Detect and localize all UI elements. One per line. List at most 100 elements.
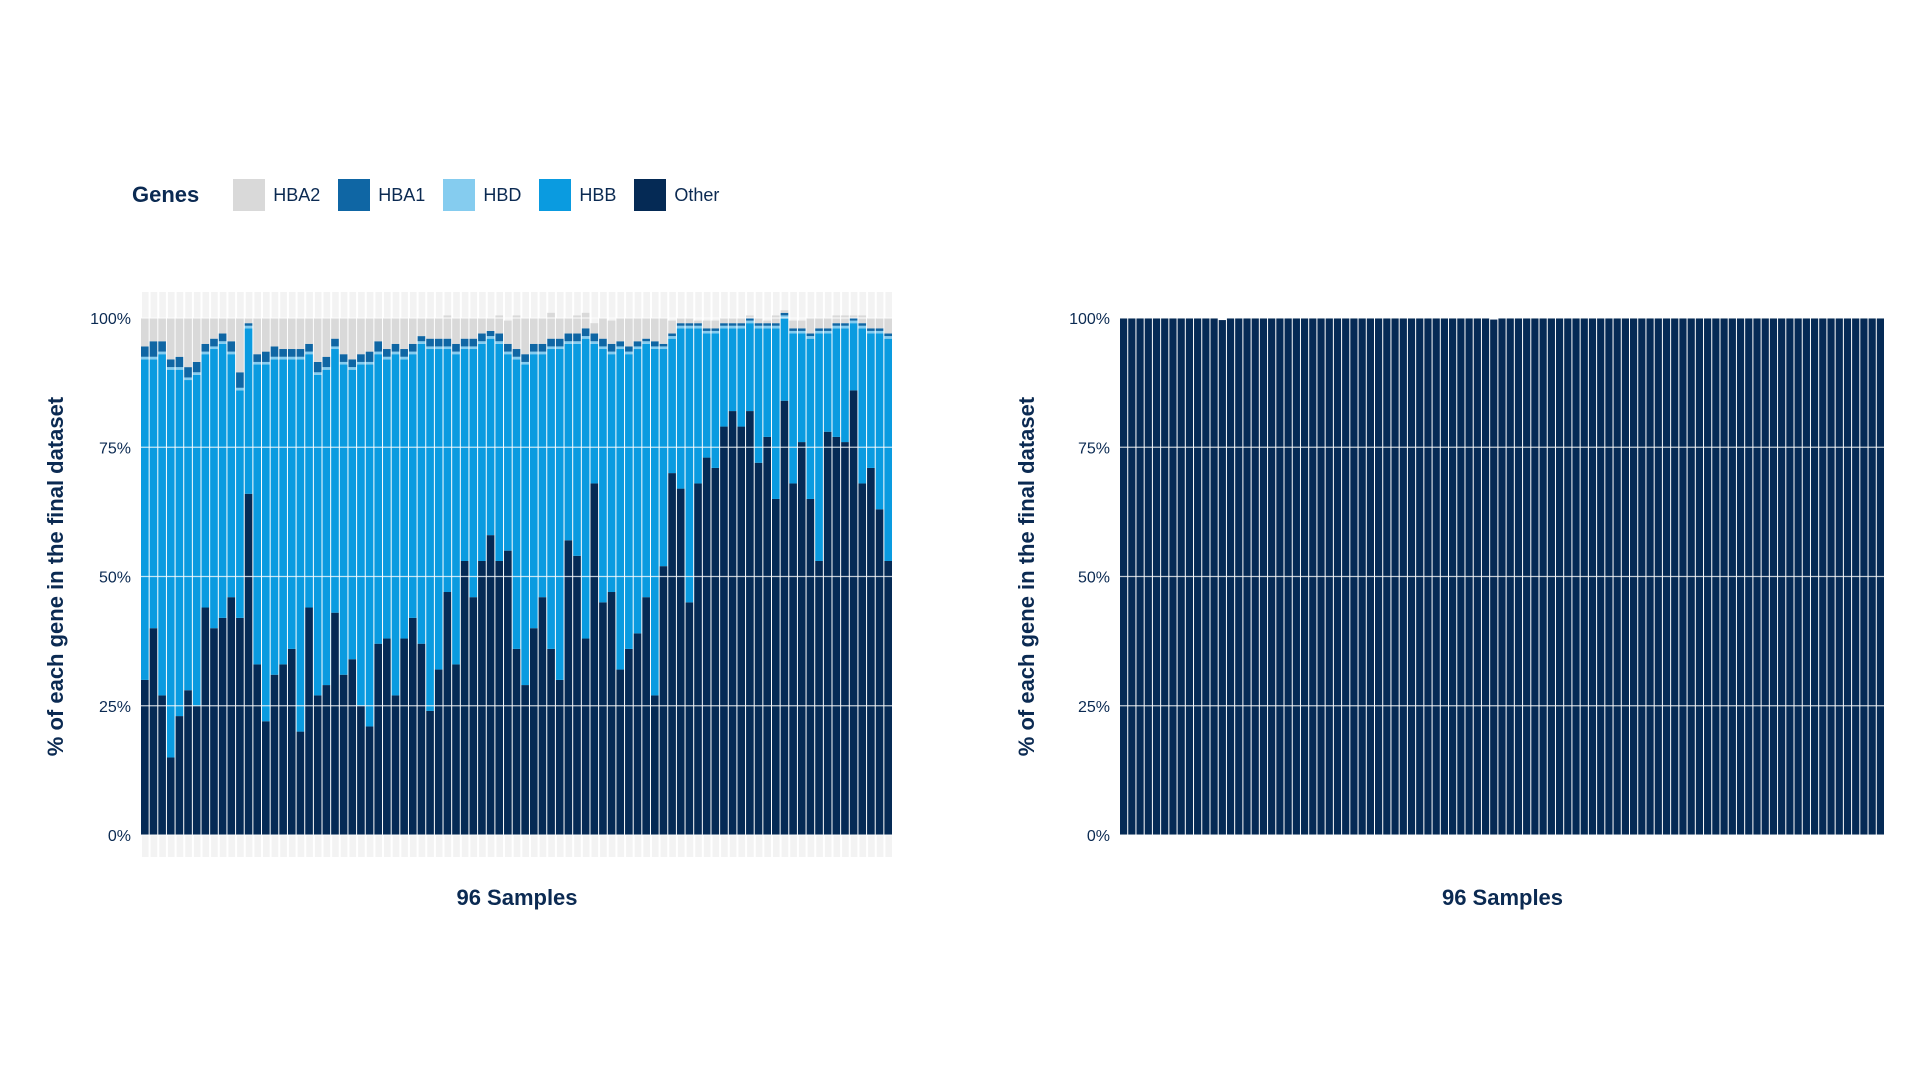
bar-segment-hbd (728, 325, 737, 329)
bar-segment-hba2 (633, 318, 642, 342)
bar-segment-hbb (149, 359, 158, 629)
bar-segment-hba2 (504, 320, 512, 344)
bar-segment-hba1 (538, 343, 547, 352)
bar-segment-hba1 (296, 349, 305, 357)
bar-segment-hba2 (184, 318, 192, 368)
bar-segment-other (305, 607, 313, 835)
bar-segment-hba2 (141, 318, 149, 347)
bar-segment-other (357, 705, 365, 835)
legend-label: Other (674, 184, 720, 205)
bar-segment-hbd (166, 367, 175, 370)
bar-segment-hbb (599, 349, 607, 603)
bar-segment-hba2 (867, 318, 875, 329)
bar-segment-hba1 (512, 349, 521, 357)
bar-segment-hbd (867, 330, 875, 334)
legend-swatch (539, 179, 572, 211)
bar-segment-other (313, 695, 322, 835)
bar-segment-hba1 (426, 338, 434, 347)
bar-segment-hba2 (841, 315, 849, 324)
bar-segment-hba1 (573, 333, 581, 342)
bar-segment-hbd (573, 341, 581, 344)
bar-segment-hba1 (452, 343, 460, 352)
bar-segment-hba2 (599, 318, 607, 339)
bar-segment-other (642, 597, 650, 835)
bar-segment-hbd (685, 325, 694, 329)
y-tick-label: 100% (1069, 311, 1110, 328)
y-tick-label: 0% (108, 828, 131, 845)
bar-segment-hbb (296, 359, 305, 732)
bar-segment-other (417, 643, 426, 835)
bar-segment-other (452, 664, 460, 835)
bar-segment-hbd (158, 351, 166, 355)
bar-segment-hba2 (616, 318, 625, 342)
bar-segment-other (685, 602, 694, 835)
bar-segment-hba1 (625, 346, 633, 352)
bar-segment-hba1 (702, 328, 711, 331)
bar-segment-other (538, 597, 547, 835)
bar-segment-hba2 (434, 318, 443, 339)
bar-segment-other (391, 695, 400, 835)
bar-segment-hbd (149, 356, 158, 360)
bar-segment-other (599, 602, 607, 835)
bar-segment-hbb (581, 338, 590, 639)
bar-segment-hbd (236, 387, 244, 391)
bar-segment-hbd (642, 341, 650, 344)
bar-segment-hba1 (400, 349, 408, 357)
legend-label: HBD (483, 184, 522, 205)
bar-segment-hbb (443, 349, 452, 593)
bar-segment-hba1 (305, 343, 313, 352)
bar-segment-hbd (374, 351, 383, 355)
bar-segment-hbd (434, 346, 443, 350)
bar-segment-hba1 (616, 341, 625, 347)
bar-segment-other (443, 592, 452, 835)
bar-segment-hbd (305, 351, 313, 355)
bar-segment-hba1 (270, 346, 279, 357)
bar-segment-hbd (564, 341, 573, 344)
bar-segment-hba2 (642, 318, 650, 339)
bar-segment-hbd (702, 330, 711, 334)
legend-label: HBA1 (378, 184, 426, 205)
bar-segment-hbd (192, 372, 201, 375)
bar-segment-hba1 (141, 346, 149, 357)
bar-segment-hba2 (858, 315, 867, 324)
bar-segment-hbb (201, 354, 210, 608)
bar-segment-hba1 (875, 328, 884, 331)
bar-segment-hbb (512, 359, 521, 649)
bar-segment-hbb (486, 338, 495, 536)
bar-segment-hba1 (408, 343, 417, 352)
bar-segment-hba1 (555, 338, 564, 347)
bar-segment-hbd (270, 356, 279, 360)
bar-segment-hba2 (417, 318, 426, 337)
bar-segment-hbb (452, 354, 460, 665)
bar-segment-hbb (564, 343, 573, 541)
bar-segment-other (460, 560, 469, 835)
bar-segment-hbd (175, 367, 184, 370)
bar-segment-hbd (253, 361, 262, 365)
bar-segment-hbb (184, 380, 192, 691)
bar-segment-hbb (383, 359, 391, 639)
legend-swatch (233, 179, 266, 211)
bar-segment-other (633, 633, 642, 835)
bar-segment-hbb (236, 390, 244, 618)
bar-segment-hbd (357, 361, 365, 365)
bar-segment-hbb (253, 364, 262, 665)
bar-segment-hbd (616, 346, 625, 350)
bar-segment-hbd (486, 336, 495, 339)
bar-segment-hba1 (210, 338, 218, 347)
bar-segment-hbb (668, 338, 676, 474)
bar-segment-hba1 (668, 333, 676, 337)
bar-segment-hba2 (529, 318, 538, 344)
bar-segment-hba1 (331, 338, 339, 347)
bar-segment-hba2 (737, 318, 746, 324)
bar-segment-hba1 (504, 343, 512, 352)
bar-segment-hbb (417, 343, 426, 644)
bar-segment-hbd (529, 351, 538, 355)
bar-segment-hba1 (720, 323, 728, 326)
bar-segment-hba2 (201, 318, 210, 344)
bar-segment-hbb (504, 354, 512, 551)
bar-segment-hba1 (443, 338, 452, 347)
bar-segment-hbb (460, 349, 469, 561)
bar-segment-hba2 (365, 318, 374, 352)
bar-segment-other (365, 726, 374, 835)
bar-segment-hbb (478, 343, 486, 561)
